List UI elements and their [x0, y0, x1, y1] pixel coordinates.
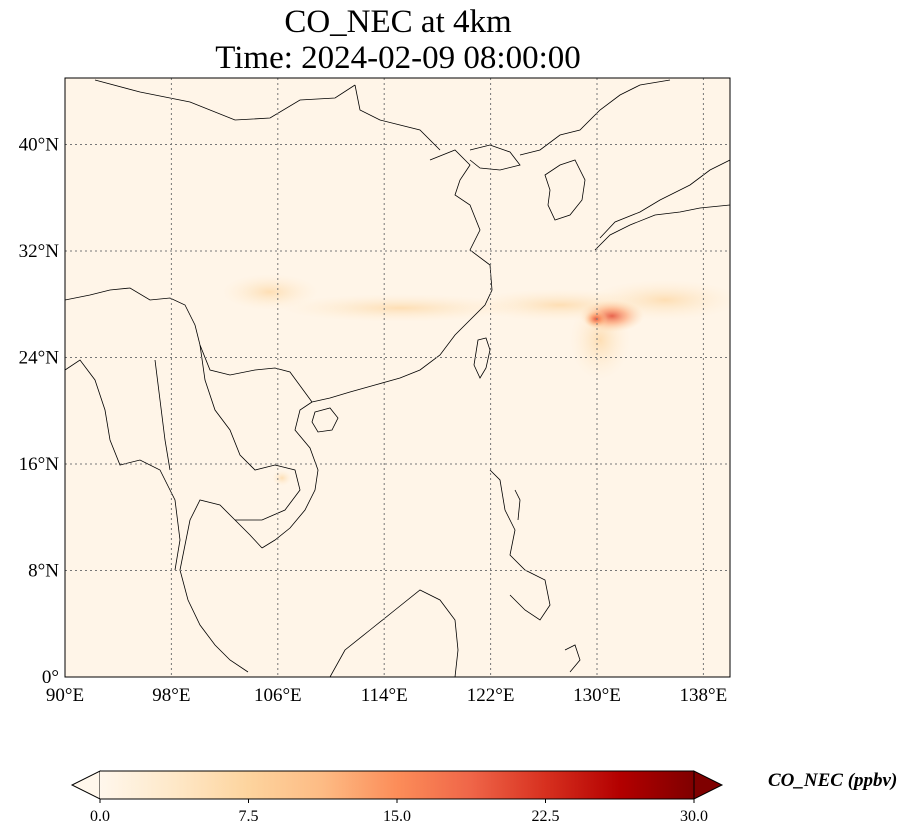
- colorbar-min-extension: [70, 770, 101, 800]
- colorbar-max-extension: [693, 770, 724, 800]
- colorbar-tick-label: 7.5: [239, 808, 259, 825]
- lon-tick-label: 122°E: [467, 685, 515, 706]
- plume-core-west: [584, 310, 608, 328]
- lat-tick-label: 24°N: [19, 348, 60, 369]
- colorbar-tick-label: 0.0: [90, 808, 110, 825]
- philippines-coast: [489, 469, 551, 621]
- colorbar-tick-label: 22.5: [532, 808, 560, 825]
- myanmar-coast: [65, 359, 181, 571]
- map-title: CO_NEC at 4km: [284, 4, 512, 40]
- border-north: [94, 79, 356, 121]
- taiwan-coast: [473, 337, 491, 379]
- gridlines: [65, 78, 730, 677]
- map-frame: [64, 77, 731, 678]
- korea-coast: [544, 159, 586, 221]
- china-coast: [311, 149, 493, 403]
- colorbar-gradient: [100, 771, 694, 799]
- map-subtitle-time: Time: 2024-02-09 08:00:00: [215, 40, 581, 76]
- japan-coast-south: [594, 204, 730, 251]
- plume-indochina: [272, 470, 292, 486]
- borneo-coast: [329, 589, 459, 677]
- coastlines: [65, 79, 730, 677]
- concentration-field: [65, 78, 730, 677]
- plume-west: [222, 274, 318, 310]
- japan-coast-north: [599, 159, 730, 239]
- colorbar: 0.0 7.5 15.0 22.5 30.0: [70, 770, 724, 825]
- border-china-south: [65, 287, 313, 403]
- northeast-coast: [519, 79, 671, 156]
- border-myanmar-thai: [154, 359, 171, 471]
- lon-tick-labels: 90°E 98°E 106°E 114°E 122°E 130°E 138°E: [46, 685, 727, 706]
- colorbar-tick-label: 30.0: [680, 808, 708, 825]
- border-ne: [354, 84, 441, 151]
- vietnam-coast: [261, 401, 319, 549]
- co-plumes: [222, 274, 730, 486]
- lon-tick-label: 106°E: [254, 685, 302, 706]
- colorbar-tick-label: 15.0: [383, 808, 411, 825]
- map-panel: [64, 77, 731, 678]
- plume-band: [280, 294, 520, 322]
- lat-tick-labels: 0° 8°N 16°N 24°N 32°N 40°N: [19, 135, 60, 688]
- lat-tick-label: 8°N: [28, 561, 59, 582]
- lat-tick-label: 16°N: [19, 454, 60, 475]
- border-laos-thai: [199, 344, 301, 521]
- colorbar-label: CO_NEC (ppbv): [768, 770, 898, 791]
- lat-tick-label: 32°N: [19, 241, 60, 262]
- lon-tick-label: 114°E: [361, 685, 408, 706]
- lon-tick-label: 130°E: [573, 685, 621, 706]
- hainan-coast: [311, 407, 339, 433]
- colorbar-ticks: 0.0 7.5 15.0 22.5 30.0: [90, 799, 708, 825]
- lon-tick-label: 90°E: [46, 685, 84, 706]
- eastern-islands: [564, 644, 581, 673]
- lat-tick-label: 40°N: [19, 135, 60, 156]
- philippines-islands: [514, 489, 521, 521]
- lat-tick-label: 0°: [42, 667, 59, 688]
- lon-tick-label: 138°E: [680, 685, 728, 706]
- lon-tick-label: 98°E: [152, 685, 190, 706]
